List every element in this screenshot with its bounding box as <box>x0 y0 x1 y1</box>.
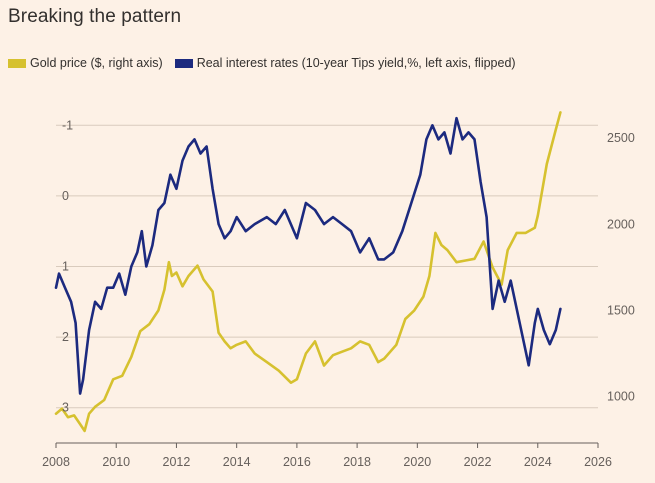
left-tick-label: 2 <box>62 330 69 344</box>
left-tick-label: -1 <box>62 118 73 132</box>
right-tick-label: 2500 <box>607 131 635 145</box>
chart-legend: Gold price ($, right axis) Real interest… <box>8 56 528 70</box>
legend-swatch-rates <box>174 58 193 68</box>
gold-price-line <box>54 111 562 433</box>
x-tick-label: 2026 <box>584 455 612 469</box>
x-tick-label: 2024 <box>524 455 552 469</box>
x-tick-label: 2018 <box>343 455 371 469</box>
right-tick-label: 2000 <box>607 217 635 231</box>
x-tick-label: 2016 <box>283 455 311 469</box>
chart-series <box>54 111 562 433</box>
left-tick-label: 0 <box>62 189 69 203</box>
legend-label-rates: Real interest rates (10-year Tips yield,… <box>196 56 516 70</box>
real-rates-line <box>54 116 562 395</box>
legend-swatch-gold <box>8 58 26 68</box>
legend-item-gold: Gold price ($, right axis) <box>8 56 163 70</box>
chart-axes: -1 0 1 2 3 1000 1500 2000 2500 2008 2010 2012 2014 20… <box>42 118 635 469</box>
left-tick-label: 1 <box>62 260 69 274</box>
x-tick-label: 2020 <box>403 455 431 469</box>
gridlines <box>56 124 598 409</box>
legend-label-gold: Gold price ($, right axis) <box>30 56 163 70</box>
x-tick-label: 2012 <box>163 455 191 469</box>
x-tick-label: 2010 <box>102 455 130 469</box>
x-tick-label: 2014 <box>223 455 251 469</box>
left-tick-label: 3 <box>62 401 69 415</box>
right-tick-label: 1000 <box>607 390 635 404</box>
legend-item-rates: Real interest rates (10-year Tips yield,… <box>174 56 516 70</box>
right-tick-label: 1500 <box>607 303 635 317</box>
chart-title: Breaking the pattern <box>8 6 182 27</box>
x-tick-label: 2008 <box>42 455 70 469</box>
x-tick-label: 2022 <box>464 455 492 469</box>
